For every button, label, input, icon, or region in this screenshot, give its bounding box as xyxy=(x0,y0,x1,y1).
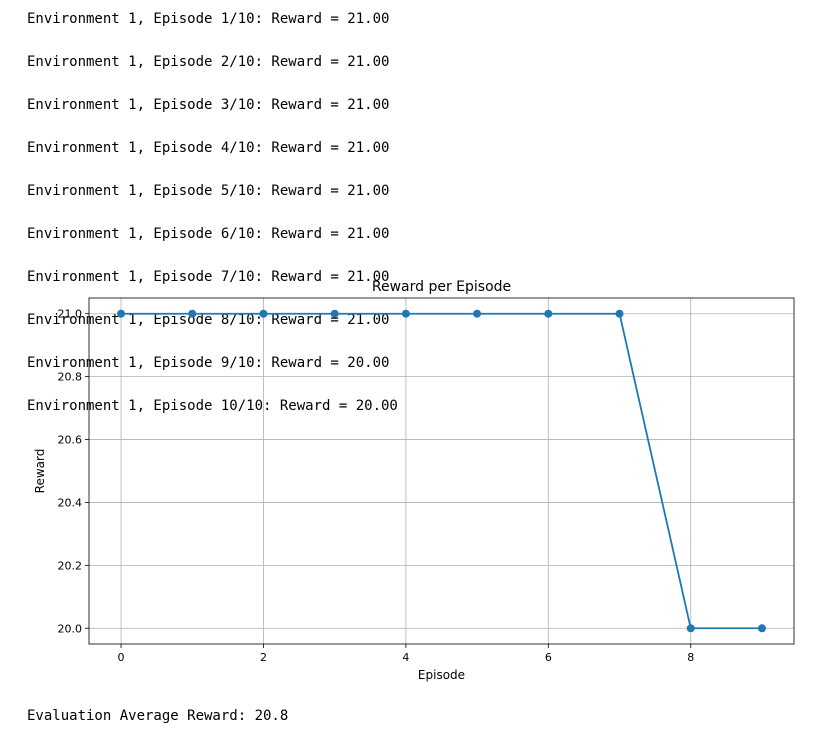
x-tick-label: 4 xyxy=(402,651,409,664)
data-point xyxy=(117,309,126,318)
reward-chart: 0 2 4 6 8 20.0 20.2 20.4 20.6 20.8 21.0 Reward per … xyxy=(33,279,795,682)
x-tick-label: 0 xyxy=(118,651,125,664)
x-tick-label: 2 xyxy=(260,651,267,664)
log-line: Environment 1, Episode 2/10: Reward = 21… xyxy=(27,54,390,70)
log-line: Environment 1, Episode 10/10: Reward = 2… xyxy=(27,398,398,414)
data-point xyxy=(473,309,482,318)
y-tick-label: 20.6 xyxy=(58,434,83,447)
data-point xyxy=(615,309,624,318)
chart-title: Reward per Episode xyxy=(372,279,511,295)
series-line xyxy=(121,312,762,630)
plot-frame xyxy=(88,297,795,645)
log-line: Environment 1, Episode 1/10: Reward = 21… xyxy=(27,11,390,27)
console-output: Environment 1, Episode 1/10: Reward = 21… xyxy=(27,9,398,439)
log-line: Environment 1, Episode 6/10: Reward = 21… xyxy=(27,226,390,242)
data-point xyxy=(259,309,268,318)
data-point xyxy=(544,309,553,318)
log-line: Environment 1, Episode 4/10: Reward = 21… xyxy=(27,140,390,156)
y-tick-label: 20.2 xyxy=(58,559,83,572)
evaluation-summary: Evaluation Average Reward: 20.8 xyxy=(27,708,289,724)
log-line: Environment 1, Episode 8/10: Reward = 21… xyxy=(27,312,390,328)
log-line: Environment 1, Episode 5/10: Reward = 21… xyxy=(27,183,390,199)
x-axis-label: Episode xyxy=(418,668,465,682)
x-tick-label: 6 xyxy=(545,651,552,664)
y-tick-label: 20.0 xyxy=(58,622,83,635)
log-line: Environment 1, Episode 7/10: Reward = 21… xyxy=(27,269,390,285)
log-line: Environment 1, Episode 3/10: Reward = 21… xyxy=(27,97,390,113)
data-point xyxy=(188,309,197,318)
data-point xyxy=(330,309,339,318)
data-point xyxy=(686,624,695,633)
x-tick-label: 8 xyxy=(687,651,694,664)
y-tick-label: 20.8 xyxy=(58,371,83,384)
data-point xyxy=(757,624,766,633)
y-axis-label: Reward xyxy=(33,449,47,494)
y-tick-label: 20.4 xyxy=(58,496,83,509)
y-tick-label: 21.0 xyxy=(58,308,83,321)
data-point xyxy=(401,309,410,318)
log-line: Environment 1, Episode 9/10: Reward = 20… xyxy=(27,355,390,371)
